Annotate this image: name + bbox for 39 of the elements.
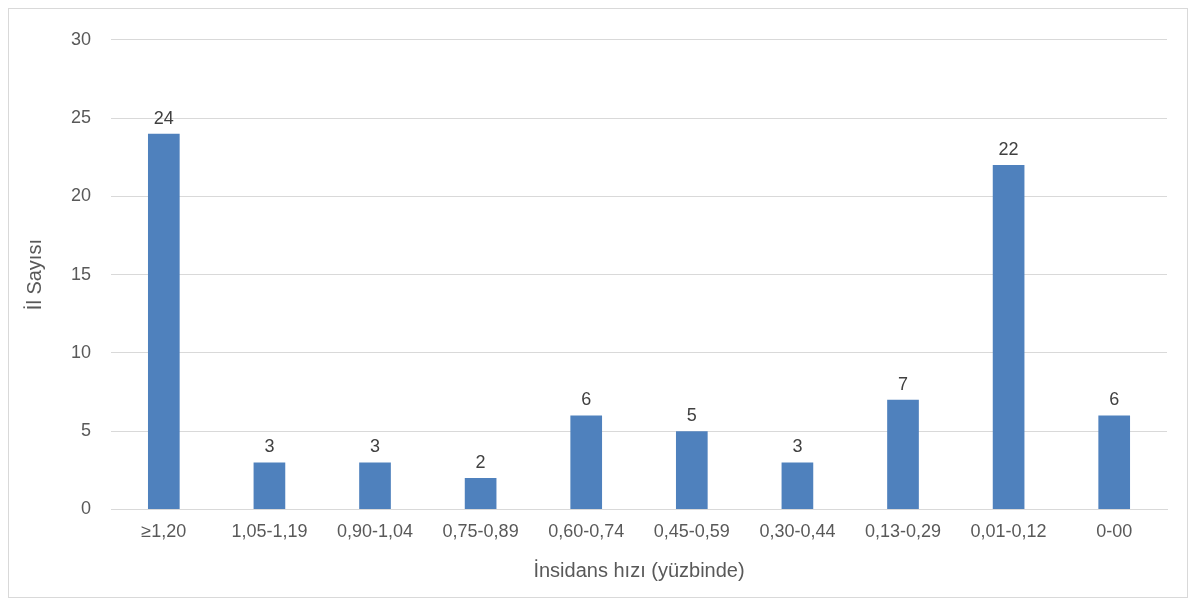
bar xyxy=(464,478,497,509)
x-tick-label: 0,45-0,59 xyxy=(653,521,730,542)
data-label: 22 xyxy=(998,139,1019,159)
bar xyxy=(1098,415,1131,509)
y-tick-label: 25 xyxy=(70,107,92,128)
data-label: 2 xyxy=(475,452,486,473)
x-tick-label: ≥1,20 xyxy=(141,521,187,542)
x-tick-label: 0,60-0,74 xyxy=(548,521,625,542)
y-tick-label: 0 xyxy=(81,498,92,519)
bar xyxy=(253,462,286,509)
bar xyxy=(675,431,708,509)
x-tick-label: 0,75-0,89 xyxy=(442,521,519,542)
x-axis-title: İnsidans hızı (yüzbinde) xyxy=(533,558,745,581)
y-axis-title: İl Sayısı xyxy=(22,239,45,311)
x-tick-label: 1,05-1,19 xyxy=(231,521,308,542)
bar xyxy=(887,399,919,509)
data-label: 5 xyxy=(686,405,697,426)
data-label: 7 xyxy=(898,373,909,394)
bar xyxy=(992,165,1025,509)
y-tick-label: 30 xyxy=(70,28,92,49)
y-tick-label: 15 xyxy=(70,263,92,284)
y-tick-label: 10 xyxy=(70,341,92,362)
bar xyxy=(781,462,814,509)
y-tick-label: 5 xyxy=(81,420,92,441)
data-label: 24 xyxy=(153,107,174,128)
x-tick-label: 0-00 xyxy=(1096,521,1133,542)
x-tick-label: 0,01-0,12 xyxy=(970,521,1047,542)
data-label: 6 xyxy=(581,389,592,410)
y-tick-label: 20 xyxy=(70,185,92,206)
data-label: 6 xyxy=(1109,389,1120,410)
bar xyxy=(359,462,391,509)
x-tick-label: 0,13-0,29 xyxy=(864,521,942,542)
bar xyxy=(570,415,603,509)
data-label: 3 xyxy=(792,436,803,457)
x-tick-label: 0,30-0,44 xyxy=(759,521,836,542)
data-label: 3 xyxy=(264,436,275,457)
data-label: 3 xyxy=(370,436,381,457)
x-tick-label: 0,90-1,04 xyxy=(336,521,414,542)
bar xyxy=(147,133,180,509)
